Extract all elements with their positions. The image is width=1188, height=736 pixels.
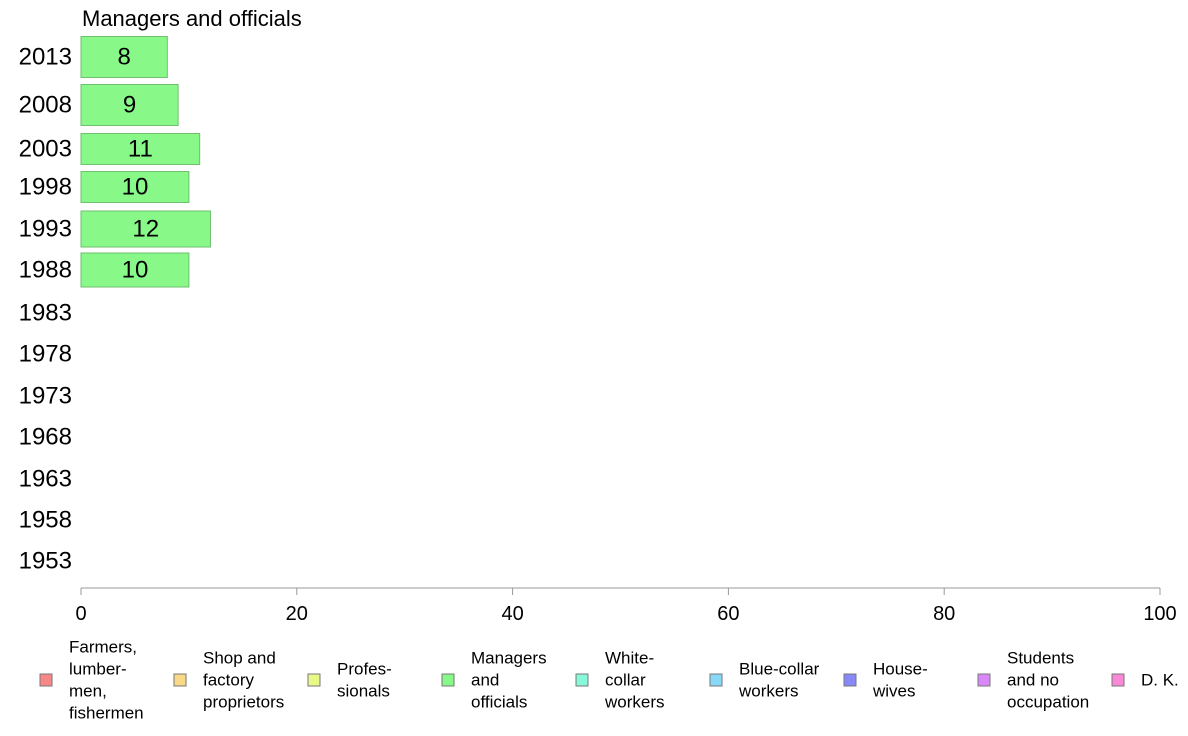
legend-item: House-wives (843, 660, 928, 701)
legend-label: White-collar workers (604, 649, 665, 712)
year-label: 1993 (19, 216, 72, 243)
year-label: 2013 (19, 44, 72, 71)
year-label: 1983 (19, 300, 72, 327)
bar (80, 210, 211, 248)
bar-value-label: 11 (128, 136, 153, 163)
bar-value-label: 12 (132, 216, 159, 243)
year-label: 1963 (19, 466, 72, 493)
x-tick-label: 40 (501, 603, 523, 625)
bar-value-label: 9 (123, 92, 136, 119)
legend-label: Farmers, lumber-men, fishermen (69, 638, 144, 723)
legend-label: Shop and factory proprietors (203, 649, 284, 712)
year-label: 1953 (19, 548, 72, 575)
year-label: 1988 (19, 257, 72, 284)
legend-label: Students and no occupation (1007, 649, 1089, 712)
year-label: 1973 (19, 383, 72, 410)
year-label: 2003 (19, 136, 72, 163)
legend-swatch (843, 673, 857, 687)
legend-swatch (173, 673, 187, 687)
legend-item: White-collar workers (575, 649, 665, 712)
year-label: 2008 (19, 92, 72, 119)
x-tick-label: 20 (286, 603, 308, 625)
legend-swatch (441, 673, 455, 687)
bar-value-label: 10 (122, 257, 149, 284)
legend-item: Shop and factory proprietors (173, 649, 284, 712)
x-tick-label: 60 (717, 603, 739, 625)
legend-item: Managers and officials (441, 649, 547, 712)
legend-item: Students and no occupation (977, 649, 1089, 712)
legend-label: Profes-sionals (337, 660, 392, 701)
bar (80, 171, 190, 203)
legend-label: Managers and officials (471, 649, 547, 712)
x-tick-label: 100 (1143, 603, 1176, 625)
legend-swatch (307, 673, 321, 687)
year-label: 1968 (19, 424, 72, 451)
legend-swatch (709, 673, 723, 687)
bar (80, 133, 201, 165)
bars: 8 9 11 10 12 10 (80, 36, 211, 288)
legend-label: Blue-collar workers (738, 660, 820, 701)
bar (80, 36, 168, 78)
legend-item: Profes-sionals (307, 660, 392, 701)
legend-label: House-wives (872, 660, 928, 701)
legend-swatch (977, 673, 991, 687)
chart-title: Managers and officials (82, 6, 302, 31)
bar (80, 84, 179, 126)
legend-swatch (39, 673, 53, 687)
legend-label: D. K. (1141, 671, 1179, 690)
legend-item: Farmers, lumber-men, fishermen (39, 638, 144, 723)
year-labels: 2013 2008 2003 1998 1993 1988 1983 1978 1973 1968… (19, 44, 72, 575)
legend: Farmers, lumber-men, fishermen Shop and fact… (39, 638, 1179, 723)
legend-item: Blue-collar workers (709, 660, 820, 701)
x-tick-label: 0 (75, 603, 86, 625)
bar (80, 252, 190, 288)
legend-item: D. K. (1111, 671, 1179, 690)
bar-value-label: 10 (122, 174, 149, 201)
year-label: 1958 (19, 507, 72, 534)
legend-swatch (575, 673, 589, 687)
year-label: 1998 (19, 174, 72, 201)
legend-swatch (1111, 673, 1125, 687)
bar-value-label: 8 (117, 44, 130, 71)
year-label: 1978 (19, 341, 72, 368)
x-axis: 0 20 40 60 80 100 (75, 587, 1177, 625)
x-tick-label: 80 (933, 603, 955, 625)
